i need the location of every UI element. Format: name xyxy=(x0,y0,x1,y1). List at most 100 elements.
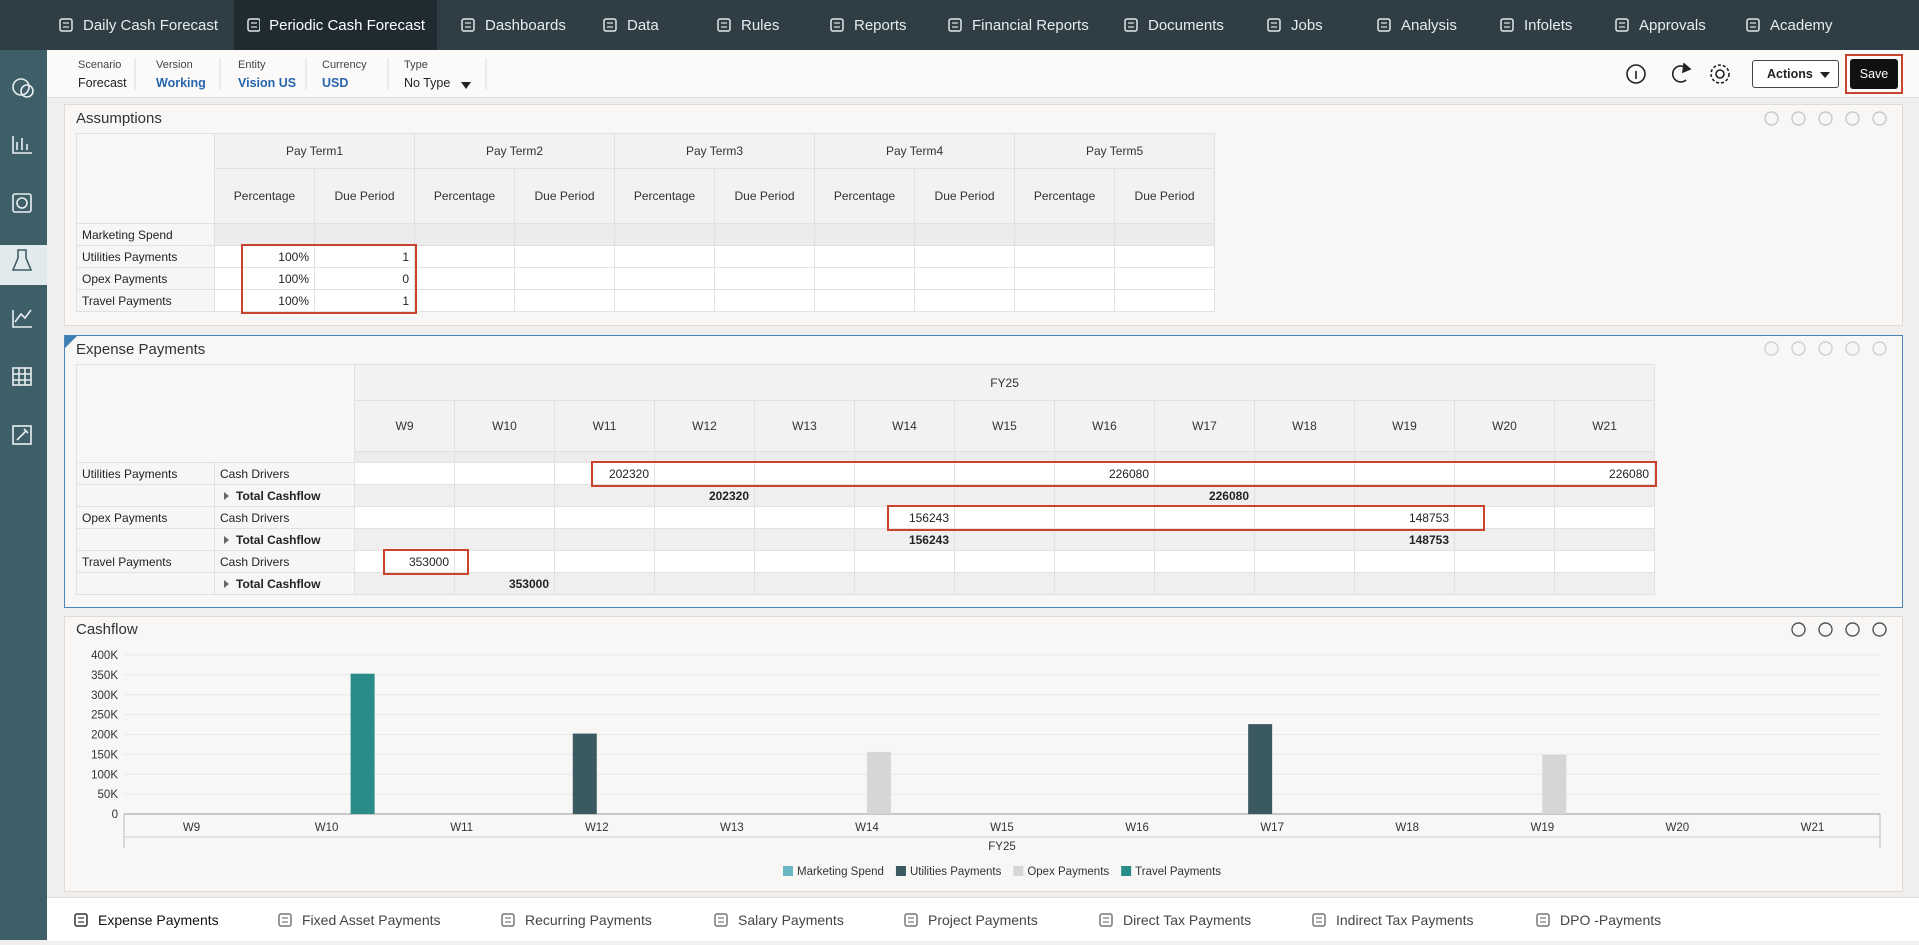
cell[interactable] xyxy=(1354,550,1455,573)
cell[interactable] xyxy=(1054,484,1155,507)
cell[interactable]: 156243 xyxy=(854,528,955,551)
cell[interactable] xyxy=(654,462,755,485)
cell[interactable] xyxy=(1454,550,1555,573)
cell[interactable] xyxy=(454,462,555,485)
cell[interactable]: 148753 xyxy=(1354,528,1455,551)
cell[interactable] xyxy=(754,572,855,595)
cell[interactable] xyxy=(914,267,1016,290)
cell[interactable] xyxy=(354,506,455,529)
cell[interactable] xyxy=(1114,223,1216,246)
cell[interactable] xyxy=(754,550,855,573)
cell[interactable] xyxy=(954,572,1055,595)
cell[interactable] xyxy=(614,267,716,290)
panel-icon[interactable] xyxy=(1818,111,1833,126)
cell[interactable] xyxy=(754,506,855,529)
cell[interactable] xyxy=(1014,245,1116,268)
cell[interactable] xyxy=(854,484,955,507)
cell[interactable] xyxy=(1054,528,1155,551)
cell[interactable] xyxy=(814,267,916,290)
cell[interactable] xyxy=(714,267,816,290)
cell[interactable] xyxy=(1014,223,1116,246)
bottom-tab[interactable]: Project Payments xyxy=(903,898,1038,941)
nav-tab[interactable]: Daily Cash Forecast xyxy=(46,0,230,50)
panel-icon[interactable] xyxy=(1872,341,1887,356)
cell[interactable] xyxy=(854,572,955,595)
pov-value[interactable]: No Type xyxy=(404,76,451,90)
nav-tab[interactable]: Reports xyxy=(817,0,919,50)
cell[interactable]: 1 xyxy=(313,245,416,268)
cell[interactable] xyxy=(1014,267,1116,290)
cell[interactable] xyxy=(754,484,855,507)
cell[interactable] xyxy=(954,484,1055,507)
panel-icon[interactable] xyxy=(1872,111,1887,126)
cell[interactable] xyxy=(1553,506,1656,529)
cell[interactable] xyxy=(1154,572,1255,595)
nav-tab[interactable]: Periodic Cash Forecast xyxy=(234,0,437,50)
cell[interactable] xyxy=(1114,245,1216,268)
pov-value[interactable]: Forecast xyxy=(78,76,127,90)
cell[interactable] xyxy=(1354,484,1455,507)
cell[interactable]: 156243 xyxy=(854,506,955,529)
cell[interactable]: 226080 xyxy=(1154,484,1255,507)
cell[interactable] xyxy=(554,550,655,573)
cell[interactable] xyxy=(1354,572,1455,595)
expand-arrow[interactable] xyxy=(224,579,229,588)
cell[interactable] xyxy=(354,462,455,485)
nav-tab[interactable]: Dashboards xyxy=(448,0,578,50)
cell[interactable] xyxy=(1454,506,1555,529)
cell[interactable] xyxy=(313,223,416,246)
nav-tab[interactable]: Approvals xyxy=(1602,0,1718,50)
bottom-tab[interactable]: DPO -Payments xyxy=(1535,898,1661,941)
panel-icon[interactable] xyxy=(1791,341,1806,356)
cell[interactable] xyxy=(614,223,716,246)
cell[interactable] xyxy=(514,267,616,290)
panel-icon[interactable] xyxy=(1791,111,1806,126)
cell[interactable] xyxy=(1553,528,1656,551)
cell[interactable] xyxy=(514,223,616,246)
cell[interactable] xyxy=(954,528,1055,551)
cell[interactable] xyxy=(1553,572,1656,595)
bottom-tab[interactable]: Indirect Tax Payments xyxy=(1311,898,1473,941)
cell[interactable] xyxy=(414,267,516,290)
cell[interactable] xyxy=(1354,462,1455,485)
actions-button[interactable]: Actions xyxy=(1752,60,1839,88)
cell[interactable] xyxy=(654,528,755,551)
cell[interactable] xyxy=(514,245,616,268)
cell[interactable] xyxy=(454,506,555,529)
cell[interactable] xyxy=(1454,484,1555,507)
save-button[interactable]: Save xyxy=(1850,59,1898,89)
cell[interactable] xyxy=(1254,572,1355,595)
cell[interactable] xyxy=(1154,550,1255,573)
expand-arrow[interactable] xyxy=(224,535,229,544)
cell[interactable] xyxy=(854,550,955,573)
cell[interactable] xyxy=(514,289,616,312)
cell[interactable] xyxy=(654,506,755,529)
bottom-tab[interactable]: Salary Payments xyxy=(713,898,844,941)
cell[interactable] xyxy=(1154,528,1255,551)
cell[interactable]: 100% xyxy=(214,267,315,290)
panel-icon[interactable] xyxy=(1845,341,1860,356)
bottom-tab[interactable]: Direct Tax Payments xyxy=(1098,898,1251,941)
pov-value[interactable]: Working xyxy=(156,76,206,90)
panel-icon[interactable] xyxy=(1791,622,1806,637)
cell[interactable] xyxy=(1553,484,1656,507)
panel-icon[interactable] xyxy=(1845,622,1860,637)
cell[interactable] xyxy=(414,245,516,268)
cell[interactable] xyxy=(454,550,555,573)
cell[interactable] xyxy=(1254,484,1355,507)
cell[interactable]: 100% xyxy=(214,289,315,312)
cell[interactable] xyxy=(954,506,1055,529)
cell[interactable] xyxy=(354,572,455,595)
nav-tab[interactable]: Documents xyxy=(1111,0,1236,50)
panel-icon[interactable] xyxy=(1764,111,1779,126)
nav-tab[interactable]: Jobs xyxy=(1254,0,1335,50)
cell[interactable] xyxy=(954,550,1055,573)
cell[interactable] xyxy=(1114,289,1216,312)
cell[interactable] xyxy=(954,462,1055,485)
cell[interactable] xyxy=(854,462,955,485)
cell[interactable] xyxy=(1154,462,1255,485)
cell[interactable] xyxy=(1254,506,1355,529)
panel-icon[interactable] xyxy=(1845,111,1860,126)
cell[interactable]: 100% xyxy=(214,245,315,268)
bottom-tab[interactable]: Fixed Asset Payments xyxy=(277,898,441,941)
